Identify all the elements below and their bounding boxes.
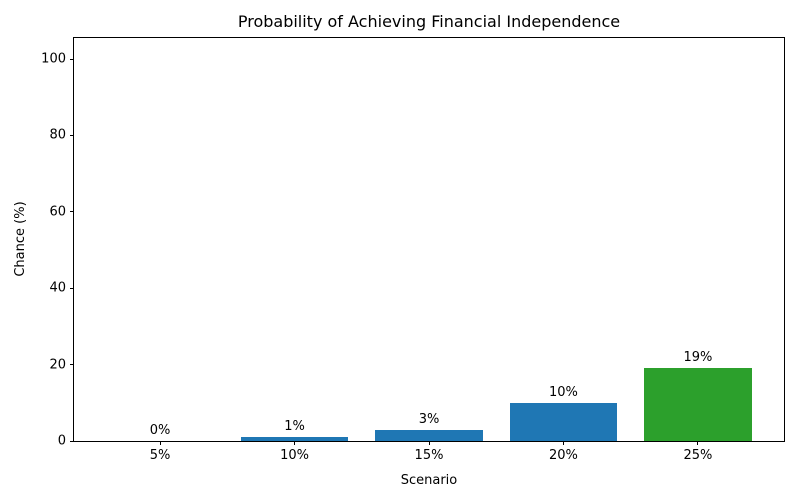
x-tick-mark [294,441,296,445]
y-tick-label: 0 [57,433,66,449]
x-tick-mark [428,441,430,445]
y-axis-label: Chance (%) [13,201,29,277]
x-tick-label: 25% [683,448,713,463]
bar [240,437,349,441]
y-tick-mark [70,134,74,136]
plot-area: 0 20 40 60 80 100 0% 5% 1% 10% 3% 15% 10% 20% 19% 25% [41,37,785,462]
y-tick-mark [70,211,74,213]
bar-value-label: 19% [683,350,713,366]
x-tick-mark [159,441,161,445]
y-tick-mark [70,287,74,289]
chart-title: Probability of Achieving Financial Indep… [237,12,621,31]
x-tick-mark [697,441,699,445]
plot-inner: 0 20 40 60 80 100 0% 5% 1% 10% 3% 15% 10% 20% 19% 25% [41,38,784,462]
y-tick-mark [70,440,74,442]
x-axis-label: Scenario [400,473,458,488]
y-tick-label: 20 [49,357,66,373]
bar [644,368,752,441]
x-tick-label: 5% [149,448,171,463]
bar [509,402,618,441]
x-tick-mark [562,441,564,445]
x-tick-label: 10% [280,448,309,463]
y-tick-label: 80 [49,127,66,143]
y-tick-label: 40 [49,280,66,296]
y-tick-mark [70,58,74,60]
y-tick-mark [70,364,74,366]
y-tick-label: 60 [49,204,66,220]
bar-value-label: 3% [418,411,440,427]
bar-value-label: 10% [549,384,578,400]
bar-value-label: 1% [284,419,305,435]
y-tick-label: 100 [41,51,66,67]
bar [375,429,483,441]
x-tick-label: 20% [549,448,578,463]
bar-value-label: 0% [149,423,171,438]
x-tick-label: 15% [414,448,444,463]
